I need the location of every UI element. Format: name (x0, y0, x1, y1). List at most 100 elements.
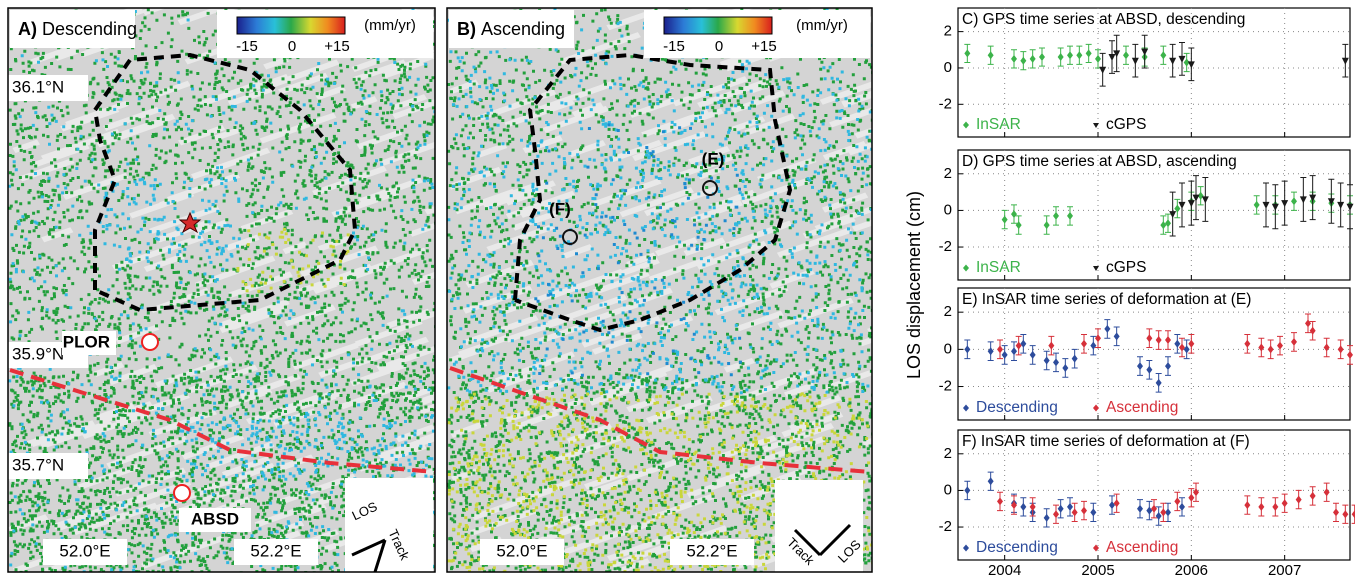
point (1067, 502, 1073, 511)
site-label: PLOR (63, 332, 110, 351)
point (1146, 365, 1153, 374)
legend-label: Descending (976, 539, 1058, 556)
point (1020, 339, 1027, 348)
lat-label-box (8, 453, 88, 479)
colorbar-label: 0 (288, 38, 296, 55)
lon-label: 52.2°E (686, 541, 737, 560)
point (1183, 58, 1190, 67)
point (1137, 504, 1143, 513)
point (1244, 501, 1251, 510)
point (1020, 56, 1027, 65)
point (1271, 203, 1279, 211)
x-tick-label: 2006 (1175, 562, 1208, 579)
legend-symbol (1093, 123, 1099, 128)
point (1165, 219, 1171, 228)
lon-label-box (234, 539, 318, 565)
direction-arrow (351, 538, 386, 557)
colorbar-label: -15 (236, 38, 258, 55)
point (1057, 504, 1064, 513)
y-tick-label: -2 (939, 518, 952, 535)
point (1309, 326, 1316, 335)
point (1151, 504, 1157, 513)
point (1123, 51, 1129, 60)
point (1253, 200, 1260, 209)
point (1085, 49, 1092, 58)
point (1048, 341, 1055, 350)
x-tick-label: 2007 (1268, 562, 1301, 579)
point (1347, 350, 1353, 359)
chart-title: D) GPS time series at ABSD, ascending (962, 153, 1237, 170)
legend-label: cGPS (1106, 259, 1146, 276)
map-frame (446, 7, 873, 573)
map-b: B) Ascending -15 0 +15 (mm/yr) 52.0°E 52.2°E (E)… (447, 8, 872, 572)
point (1267, 345, 1274, 354)
point (1081, 506, 1087, 515)
legend-symbol (963, 404, 969, 412)
point (1281, 499, 1288, 508)
point (1258, 343, 1265, 352)
point (1169, 211, 1177, 219)
map-a: A) Descending -15 0 +15 (mm/yr) 36.1°N 35.9°N 35… (8, 8, 435, 572)
y-tick-label: 0 (944, 340, 952, 357)
point (1099, 66, 1107, 74)
point (1305, 319, 1311, 328)
point (1337, 201, 1345, 209)
colorbar (236, 16, 346, 35)
point (1155, 512, 1162, 521)
lat-label: 35.9°N (12, 344, 64, 363)
y-tick-label: 0 (944, 59, 952, 76)
point (1272, 502, 1279, 511)
point (1178, 55, 1186, 63)
legend-label: InSAR (976, 259, 1021, 276)
x-tick-label: 2004 (988, 562, 1021, 579)
legend-label: InSAR (976, 116, 1021, 133)
point (1299, 196, 1307, 204)
point (1309, 491, 1316, 500)
site-label: (F) (549, 199, 571, 218)
point (1192, 194, 1200, 202)
point (1029, 502, 1036, 511)
direction-arrow (373, 539, 387, 572)
point (1043, 513, 1050, 522)
point (1108, 54, 1116, 62)
point (1137, 362, 1143, 371)
point (1342, 510, 1349, 519)
point (1165, 336, 1171, 345)
point (1043, 221, 1050, 230)
site-marker (141, 333, 159, 351)
point (1155, 378, 1162, 387)
point (1146, 506, 1153, 515)
point (1104, 324, 1111, 333)
point (987, 477, 994, 486)
direction-arrow (793, 528, 822, 557)
point (1337, 345, 1344, 354)
lat-label-box (8, 75, 88, 101)
point (1346, 203, 1354, 211)
point (1113, 332, 1120, 341)
panel-name: Descending (42, 19, 137, 39)
legend-symbol (963, 264, 969, 272)
point (1244, 339, 1251, 348)
site-label: ABSD (191, 509, 239, 528)
site-marker (173, 484, 191, 502)
point (1193, 488, 1199, 497)
point (1001, 350, 1008, 359)
colorbar-unit: (mm/yr) (364, 17, 416, 34)
y-tick-label: -2 (939, 378, 952, 395)
hillshade-ridge (8, 8, 435, 572)
point (1043, 356, 1050, 365)
colorbar (663, 16, 773, 35)
point (1187, 61, 1195, 69)
panel-title: B) Ascending (457, 19, 565, 39)
site-marker (562, 229, 578, 245)
point (987, 51, 994, 60)
site-label-box (179, 508, 251, 532)
map-frame (7, 7, 436, 573)
point (1067, 51, 1073, 60)
point (1011, 501, 1017, 510)
point (1309, 194, 1317, 202)
lon-label: 52.2°E (250, 541, 301, 560)
point (1053, 510, 1059, 519)
point (1174, 204, 1181, 213)
point (1188, 339, 1195, 348)
